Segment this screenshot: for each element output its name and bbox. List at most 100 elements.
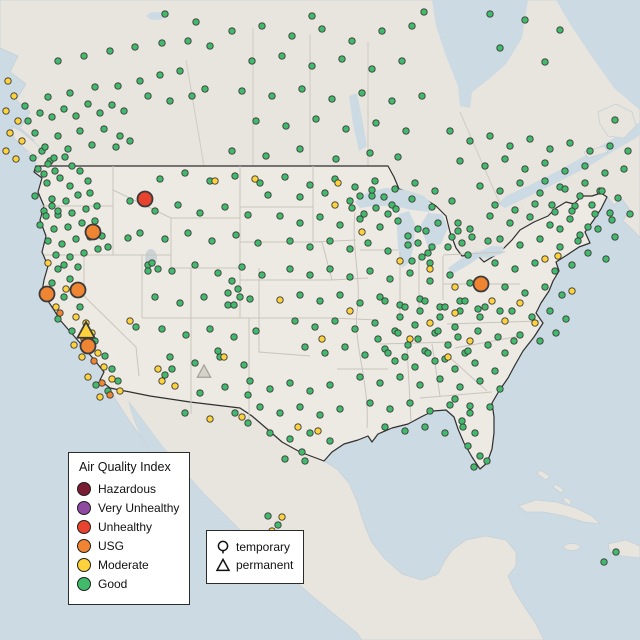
- monitor-good[interactable]: [29, 154, 37, 162]
- monitor-good[interactable]: [40, 170, 48, 178]
- monitor-usg-lg[interactable]: [38, 285, 56, 303]
- monitor-good[interactable]: [301, 343, 309, 351]
- monitor-good[interactable]: [486, 403, 494, 411]
- monitor-good[interactable]: [434, 327, 442, 335]
- monitor-good[interactable]: [471, 429, 479, 437]
- monitor-good[interactable]: [248, 57, 256, 65]
- monitor-good[interactable]: [411, 363, 419, 371]
- monitor-good[interactable]: [421, 297, 429, 305]
- monitor-good[interactable]: [316, 213, 324, 221]
- monitor-good[interactable]: [244, 391, 252, 399]
- monitor-good[interactable]: [376, 379, 384, 387]
- monitor-good[interactable]: [72, 112, 80, 120]
- monitor-good[interactable]: [470, 463, 478, 471]
- monitor-good[interactable]: [371, 177, 379, 185]
- monitor-good[interactable]: [231, 172, 239, 180]
- monitor-good[interactable]: [594, 225, 602, 233]
- monitor-good[interactable]: [192, 18, 200, 26]
- monitor-good[interactable]: [52, 251, 60, 259]
- monitor-good[interactable]: [598, 187, 606, 195]
- monitor-good[interactable]: [546, 221, 554, 229]
- monitor-moderate[interactable]: [100, 363, 108, 371]
- monitor-good[interactable]: [536, 189, 544, 197]
- monitor-good[interactable]: [232, 231, 240, 239]
- monitor-good[interactable]: [516, 331, 524, 339]
- monitor-good[interactable]: [316, 411, 324, 419]
- monitor-good[interactable]: [348, 204, 356, 212]
- monitor-good[interactable]: [196, 209, 204, 217]
- monitor-good[interactable]: [326, 437, 334, 445]
- monitor-good[interactable]: [422, 227, 430, 235]
- monitor-good[interactable]: [406, 399, 414, 407]
- monitor-good[interactable]: [516, 241, 524, 249]
- monitor-good[interactable]: [391, 357, 399, 365]
- monitor-good[interactable]: [384, 247, 392, 255]
- monitor-moderate[interactable]: [154, 365, 162, 373]
- monitor-good[interactable]: [428, 243, 436, 251]
- monitor-good[interactable]: [312, 115, 320, 123]
- monitor-good[interactable]: [76, 127, 84, 135]
- monitor-good[interactable]: [62, 197, 70, 205]
- monitor-good[interactable]: [168, 365, 176, 373]
- monitor-good[interactable]: [104, 243, 112, 251]
- monitor-good[interactable]: [446, 271, 454, 279]
- monitor-moderate[interactable]: [501, 317, 509, 325]
- monitor-moderate[interactable]: [70, 341, 78, 349]
- monitor-moderate[interactable]: [568, 287, 576, 295]
- monitor-good[interactable]: [494, 333, 502, 341]
- monitor-good[interactable]: [348, 37, 356, 45]
- monitor-good[interactable]: [184, 229, 192, 237]
- monitor-moderate[interactable]: [554, 252, 562, 260]
- monitor-good[interactable]: [551, 208, 559, 216]
- monitor-good[interactable]: [94, 245, 102, 253]
- monitor-good[interactable]: [454, 333, 462, 341]
- monitor-good[interactable]: [221, 383, 229, 391]
- monitor-good[interactable]: [206, 325, 214, 333]
- monitor-good[interactable]: [434, 219, 442, 227]
- monitor-good[interactable]: [148, 259, 156, 267]
- monitor-good[interactable]: [528, 313, 536, 321]
- monitor-good[interactable]: [316, 297, 324, 305]
- monitor-good[interactable]: [531, 259, 539, 267]
- monitor-good[interactable]: [264, 512, 272, 520]
- monitor-good[interactable]: [581, 179, 589, 187]
- monitor-good[interactable]: [91, 217, 99, 225]
- monitor-good[interactable]: [481, 303, 489, 311]
- monitor-good[interactable]: [416, 381, 424, 389]
- monitor-good[interactable]: [158, 39, 166, 47]
- monitor-good[interactable]: [331, 317, 339, 325]
- monitor-good[interactable]: [396, 313, 404, 321]
- monitor-good[interactable]: [106, 47, 114, 55]
- monitor-good[interactable]: [541, 283, 549, 291]
- monitor-usg[interactable]: [106, 391, 114, 399]
- monitor-good[interactable]: [414, 225, 422, 233]
- monitor-good[interactable]: [124, 234, 132, 242]
- monitor-good[interactable]: [474, 327, 482, 335]
- monitor-good[interactable]: [558, 291, 566, 299]
- monitor-good[interactable]: [431, 187, 439, 195]
- monitor-good[interactable]: [108, 365, 116, 373]
- monitor-moderate[interactable]: [12, 155, 20, 163]
- monitor-good[interactable]: [360, 210, 368, 218]
- monitor-good[interactable]: [411, 179, 419, 187]
- monitor-moderate[interactable]: [426, 319, 434, 327]
- monitor-good[interactable]: [114, 82, 122, 90]
- monitor-good[interactable]: [336, 291, 344, 299]
- monitor-good[interactable]: [82, 205, 90, 213]
- monitor-good[interactable]: [108, 101, 116, 109]
- monitor-good[interactable]: [414, 239, 422, 247]
- monitor-good[interactable]: [611, 116, 619, 124]
- monitor-moderate[interactable]: [488, 297, 496, 305]
- monitor-good[interactable]: [268, 92, 276, 100]
- monitor-good[interactable]: [526, 213, 534, 221]
- monitor-good[interactable]: [274, 521, 282, 529]
- monitor-good[interactable]: [501, 155, 509, 163]
- monitor-good[interactable]: [364, 239, 372, 247]
- monitor-usg-lg[interactable]: [84, 223, 102, 241]
- monitor-good[interactable]: [214, 347, 222, 355]
- monitor-good[interactable]: [93, 202, 101, 210]
- monitor-good[interactable]: [374, 335, 382, 343]
- monitor-good[interactable]: [368, 192, 376, 200]
- monitor-moderate[interactable]: [406, 335, 414, 343]
- monitor-good[interactable]: [258, 22, 266, 30]
